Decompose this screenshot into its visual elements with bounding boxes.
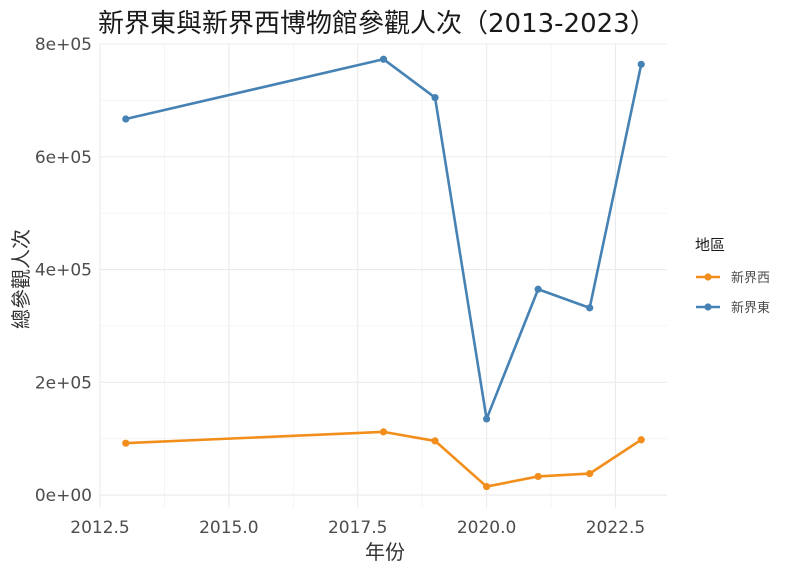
data-point: [586, 470, 594, 478]
grid: [99, 43, 667, 508]
data-point: [637, 436, 645, 444]
y-axis-title: 總參觀人次: [9, 229, 33, 329]
legend-title: 地區: [695, 236, 725, 254]
legend-key-point: [704, 303, 712, 311]
y-tick-label: 4e+05: [35, 261, 92, 281]
x-tick-label: 2015.0: [199, 518, 258, 538]
data-point: [379, 55, 388, 63]
x-tick-label: 2017.5: [328, 518, 387, 538]
y-tick-label: 0e+00: [35, 486, 92, 506]
x-tick-label: 2020.0: [457, 518, 516, 538]
legend-label: 新界東: [731, 300, 770, 316]
data-point: [122, 439, 130, 447]
y-tick-label: 6e+05: [35, 148, 92, 168]
data-point: [534, 472, 542, 481]
series-group: [122, 55, 645, 491]
x-tick-label: 2012.5: [70, 518, 129, 538]
legend-label: 新界西: [731, 270, 770, 286]
series-line: [125, 430, 642, 488]
data-point: [534, 285, 542, 293]
data-point: [379, 428, 388, 436]
data-point: [586, 304, 594, 312]
data-point: [431, 437, 439, 445]
data-point: [431, 93, 439, 102]
axis-ticks: 2012.5 2015.0 2017.5 2020.0 2022.5 0e+00 2e+05…: [35, 35, 645, 538]
x-axis-title: 年份: [365, 540, 405, 564]
y-tick-label: 8e+05: [35, 35, 92, 55]
legend-key-point: [704, 273, 712, 281]
data-point: [122, 115, 130, 123]
data-point: [482, 415, 491, 423]
data-point: [637, 60, 645, 68]
chart-title: 新界東與新界西博物館參觀人次（2013-2023）: [98, 9, 656, 39]
x-tick-label: 2022.5: [586, 518, 645, 538]
y-tick-label: 2e+05: [35, 373, 92, 393]
series-line: [125, 57, 643, 421]
data-point: [482, 482, 491, 491]
